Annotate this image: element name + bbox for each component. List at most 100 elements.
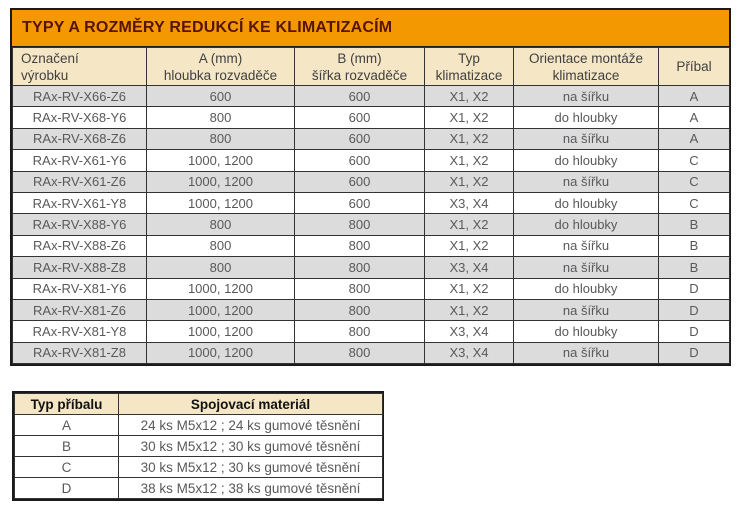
ac-type-cell: X1, X2 (424, 127, 514, 151)
ac-type-cell: X3, X4 (424, 320, 514, 343)
orientation-cell: do hloubky (513, 191, 659, 215)
accessory-type-cell: B (14, 435, 119, 457)
orientation-cell: na šířku (513, 341, 659, 365)
product-code-cell: RAx-RV-X81-Z6 (12, 298, 147, 322)
joining-material-cell: 30 ks M5x12 ; 30 ks gumové těsnění (118, 435, 383, 457)
depth-cell: 600 (146, 84, 295, 108)
product-code-cell: RAx-RV-X61-Z6 (12, 170, 147, 193)
orientation-cell: na šířku (513, 234, 659, 258)
product-code-cell: RAx-RV-X68-Z6 (12, 127, 147, 151)
product-code-cell: RAx-RV-X68-Y6 (12, 106, 147, 129)
depth-cell: 1000, 1200 (146, 320, 295, 343)
table-row: RAx-RV-X81-Y6 1000, 1200 800 X1, X2 do h… (12, 277, 730, 300)
table-row: RAx-RV-X88-Z6 800 800 X1, X2 na šířku B (12, 234, 730, 258)
table-row: RAx-RV-X68-Z6 800 600 X1, X2 na šířku A (12, 127, 730, 151)
orientation-cell: na šířku (513, 84, 659, 108)
accessory-type-cell: C (14, 456, 119, 478)
orientation-cell: na šířku (513, 298, 659, 322)
depth-cell: 1000, 1200 (146, 341, 295, 365)
table-row: D 38 ks M5x12 ; 38 ks gumové těsnění (14, 477, 383, 499)
table-row: RAx-RV-X61-Y6 1000, 1200 600 X1, X2 do h… (12, 149, 730, 172)
accessory-type-cell: D (14, 477, 119, 499)
table-row: RAx-RV-X81-Z8 1000, 1200 800 X3, X4 na š… (12, 341, 730, 365)
ac-type-cell: X3, X4 (424, 256, 514, 279)
table-row: RAx-RV-X68-Y6 800 600 X1, X2 do hloubky … (12, 106, 730, 129)
ac-type-cell: X3, X4 (424, 341, 514, 365)
ac-type-cell: X1, X2 (424, 277, 514, 300)
width-cell: 600 (294, 170, 425, 193)
accessory-cell: B (658, 256, 730, 279)
product-code-cell: RAx-RV-X81-Y8 (12, 320, 147, 343)
joining-material-cell: 38 ks M5x12 ; 38 ks gumové těsnění (118, 477, 383, 499)
joining-material-cell: 24 ks M5x12 ; 24 ks gumové těsnění (118, 414, 383, 436)
accessory-cell: A (658, 127, 730, 151)
table-row: RAx-RV-X81-Y8 1000, 1200 800 X3, X4 do h… (12, 320, 730, 343)
width-cell: 600 (294, 84, 425, 108)
table-row: C 30 ks M5x12 ; 30 ks gumové těsnění (14, 456, 383, 478)
product-code-cell: RAx-RV-X88-Z8 (12, 256, 147, 279)
ac-type-cell: X1, X2 (424, 298, 514, 322)
width-cell: 600 (294, 127, 425, 151)
width-cell: 800 (294, 213, 425, 236)
orientation-cell: do hloubky (513, 320, 659, 343)
orientation-cell: na šířku (513, 170, 659, 193)
column-header-ac-type: Typ klimatizace (424, 47, 514, 86)
accessory-cell: D (658, 298, 730, 322)
column-header-joining-material: Spojovací materiál (118, 393, 383, 415)
accessory-cell: C (658, 170, 730, 193)
ac-type-cell: X1, X2 (424, 106, 514, 129)
table-row: RAx-RV-X88-Z8 800 800 X3, X4 na šířku B (12, 256, 730, 279)
depth-cell: 800 (146, 127, 295, 151)
accessory-cell: A (658, 84, 730, 108)
product-code-cell: RAx-RV-X61-Y8 (12, 191, 147, 215)
accessory-cell: D (658, 341, 730, 365)
accessory-cell: D (658, 320, 730, 343)
page-title: TYPY A ROZMĚRY REDUKCÍ KE KLIMATIZACÍM (12, 10, 729, 47)
depth-cell: 800 (146, 256, 295, 279)
ac-type-cell: X1, X2 (424, 213, 514, 236)
depth-cell: 800 (146, 213, 295, 236)
ac-type-cell: X1, X2 (424, 84, 514, 108)
column-header-accessory-type: Typ příbalu (14, 393, 119, 415)
table-row: RAx-RV-X61-Y8 1000, 1200 600 X3, X4 do h… (12, 191, 730, 215)
depth-cell: 800 (146, 234, 295, 258)
depth-cell: 1000, 1200 (146, 170, 295, 193)
table-row: RAx-RV-X66-Z6 600 600 X1, X2 na šířku A (12, 84, 730, 108)
width-cell: 600 (294, 149, 425, 172)
accessory-table: Typ příbalu Spojovací materiál A 24 ks M… (14, 393, 383, 499)
column-header-orientation: Orientace montáže klimatizace (513, 47, 659, 86)
table-row: RAx-RV-X61-Z6 1000, 1200 600 X1, X2 na š… (12, 170, 730, 193)
product-code-cell: RAx-RV-X88-Y6 (12, 213, 147, 236)
accessory-table-panel: Typ příbalu Spojovací materiál A 24 ks M… (12, 391, 384, 501)
width-cell: 800 (294, 298, 425, 322)
width-cell: 800 (294, 320, 425, 343)
accessory-cell: B (658, 234, 730, 258)
depth-cell: 1000, 1200 (146, 191, 295, 215)
orientation-cell: do hloubky (513, 106, 659, 129)
ac-type-cell: X1, X2 (424, 234, 514, 258)
orientation-cell: do hloubky (513, 149, 659, 172)
width-cell: 800 (294, 234, 425, 258)
depth-cell: 1000, 1200 (146, 149, 295, 172)
column-header-depth-a: A (mm) hloubka rozvaděče (146, 47, 295, 86)
width-cell: 600 (294, 191, 425, 215)
orientation-cell: do hloubky (513, 213, 659, 236)
table-row: B 30 ks M5x12 ; 30 ks gumové těsnění (14, 435, 383, 457)
joining-material-cell: 30 ks M5x12 ; 30 ks gumové těsnění (118, 456, 383, 478)
orientation-cell: na šířku (513, 127, 659, 151)
orientation-cell: do hloubky (513, 277, 659, 300)
column-header-product: Označení výrobku (12, 47, 147, 86)
depth-cell: 1000, 1200 (146, 277, 295, 300)
table-row: RAx-RV-X81-Z6 1000, 1200 800 X1, X2 na š… (12, 298, 730, 322)
main-table-panel: TYPY A ROZMĚRY REDUKCÍ KE KLIMATIZACÍM O… (10, 8, 731, 367)
product-code-cell: RAx-RV-X81-Y6 (12, 277, 147, 300)
main-table: Označení výrobku A (mm) hloubka rozvaděč… (12, 47, 730, 365)
ac-type-cell: X1, X2 (424, 170, 514, 193)
product-code-cell: RAx-RV-X88-Z6 (12, 234, 147, 258)
accessory-type-cell: A (14, 414, 119, 436)
width-cell: 800 (294, 256, 425, 279)
width-cell: 800 (294, 277, 425, 300)
product-code-cell: RAx-RV-X81-Z8 (12, 341, 147, 365)
table-row: RAx-RV-X88-Y6 800 800 X1, X2 do hloubky … (12, 213, 730, 236)
